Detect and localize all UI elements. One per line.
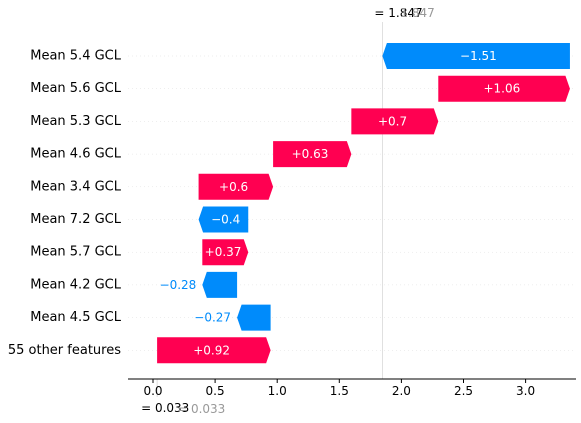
feature-label: Mean 4.5 GCL xyxy=(30,310,122,325)
bar-value-label: −0.28 xyxy=(160,278,197,292)
bar-value-label: −1.51 xyxy=(460,49,497,63)
feature-label: Mean 4.2 GCL xyxy=(30,277,122,292)
feature-label: 55 other features xyxy=(8,343,121,358)
bar-mean-4-2-gcl xyxy=(202,272,237,298)
bars-group: −1.51 +1.06 +0.7 +0.63 +0.6 −0.4 +0.37 −0.28 −0.… xyxy=(157,43,570,363)
base-value-label-secondary: = 0.033 xyxy=(177,402,225,416)
x-tick-label: 3.0 xyxy=(516,384,535,398)
x-axis: 0.0 0.5 1.0 1.5 2.0 2.5 3.0 xyxy=(128,379,576,398)
bar-mean-4-5-gcl xyxy=(237,305,271,331)
x-tick-label: 1.0 xyxy=(268,384,287,398)
x-tick-label: 0.5 xyxy=(206,384,225,398)
bar-value-label: +1.06 xyxy=(483,82,520,96)
x-tick-label: 1.5 xyxy=(330,384,349,398)
bar-value-label: +0.37 xyxy=(205,245,242,259)
output-value-label-secondary: 1.847 xyxy=(400,6,434,20)
bar-value-label: +0.92 xyxy=(193,343,230,357)
x-tick-label: 0.0 xyxy=(143,384,162,398)
feature-label: Mean 7.2 GCL xyxy=(30,212,122,227)
x-tick-label: 2.5 xyxy=(454,384,473,398)
bar-value-label: +0.6 xyxy=(219,180,248,194)
bar-value-label: +0.63 xyxy=(292,147,329,161)
feature-labels-group: Mean 5.4 GCL Mean 5.6 GCL Mean 5.3 GCL Mean… xyxy=(8,49,122,358)
x-tick-label: 2.0 xyxy=(392,384,411,398)
bar-value-label: −0.27 xyxy=(194,311,231,325)
feature-label: Mean 5.7 GCL xyxy=(30,245,122,260)
bar-value-label: +0.7 xyxy=(378,114,407,128)
feature-label: Mean 5.4 GCL xyxy=(30,49,122,64)
feature-label: Mean 5.3 GCL xyxy=(30,114,122,129)
feature-label: Mean 3.4 GCL xyxy=(30,179,122,194)
feature-label: Mean 5.6 GCL xyxy=(30,81,122,96)
feature-label: Mean 4.6 GCL xyxy=(30,147,122,162)
bar-value-label: −0.4 xyxy=(211,213,240,227)
